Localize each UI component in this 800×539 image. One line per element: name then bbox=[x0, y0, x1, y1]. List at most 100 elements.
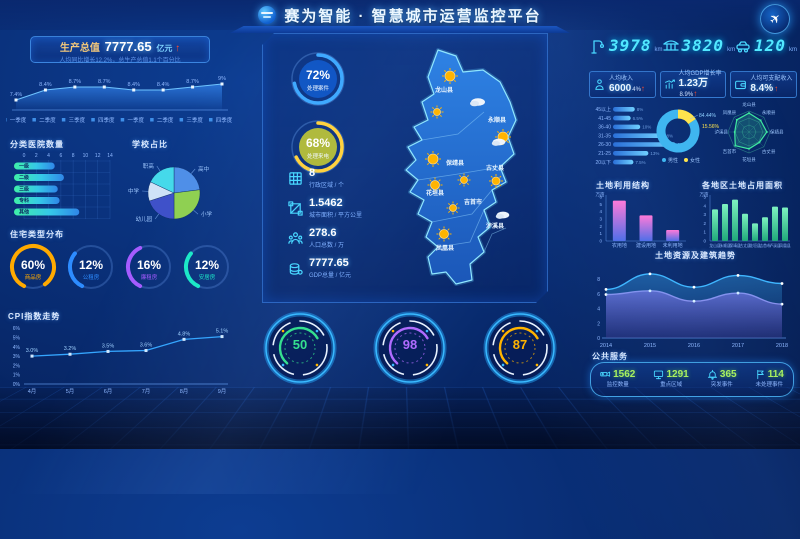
svg-text:7.4%: 7.4% bbox=[10, 92, 23, 98]
svg-text:4: 4 bbox=[703, 203, 706, 208]
svg-text:花垣县: 花垣县 bbox=[426, 189, 444, 197]
svg-text:41-45: 41-45 bbox=[598, 116, 611, 122]
svg-text:8.7%: 8.7% bbox=[69, 79, 82, 85]
svg-text:龙山县: 龙山县 bbox=[435, 86, 453, 94]
svg-text:3: 3 bbox=[599, 217, 602, 222]
page-title: 赛为智能 · 智慧城市运营监控平台 bbox=[284, 5, 541, 26]
svg-text:8: 8 bbox=[72, 153, 75, 159]
metric-unit: km bbox=[789, 47, 797, 53]
svg-text:吉首市: 吉首市 bbox=[723, 148, 737, 155]
service-value: 1291 bbox=[666, 370, 688, 379]
svg-text:12%: 12% bbox=[79, 258, 103, 272]
svg-text:12%: 12% bbox=[195, 258, 219, 272]
svg-text:二季度: 二季度 bbox=[157, 116, 174, 124]
svg-text:三季度: 三季度 bbox=[186, 116, 203, 124]
svg-text:4: 4 bbox=[599, 209, 602, 214]
cases-gauge: 72%处理案件 bbox=[289, 50, 347, 108]
cpi-line-chart: 0%1%2%3%4%5%6%3.0%4月3.2%5月3.5%6月3.6%7月4.… bbox=[2, 320, 234, 400]
housing-ring: 12%公租房 bbox=[64, 238, 118, 300]
svg-text:26-30: 26-30 bbox=[598, 142, 611, 148]
service-label: 未处理事件 bbox=[756, 381, 784, 390]
svg-text:3%: 3% bbox=[13, 354, 21, 360]
logo-icon bbox=[258, 6, 276, 24]
svg-text:8.7%: 8.7% bbox=[98, 79, 111, 85]
svg-text:商品房: 商品房 bbox=[25, 273, 42, 281]
population-icon bbox=[288, 231, 303, 246]
gdp-subtitle: 人均同比增长12.2%，总生产总值1.1个百分比 bbox=[31, 55, 209, 64]
stat-label: GDP总量 / 亿元 bbox=[309, 270, 351, 279]
gdp-trend-chart: 7.4%8.4%8.7%8.7%8.4%8.4%8.7%9%一季度二季度三季度四… bbox=[6, 66, 234, 128]
svg-text:女性: 女性 bbox=[690, 157, 700, 164]
svg-text:5: 5 bbox=[599, 202, 602, 207]
box-label: 人均GDP增长率 bbox=[679, 70, 723, 78]
svg-text:其他: 其他 bbox=[19, 209, 29, 216]
svg-text:9%: 9% bbox=[218, 76, 226, 82]
svg-text:小学: 小学 bbox=[201, 210, 213, 218]
svg-text:4.8%: 4.8% bbox=[178, 331, 191, 337]
alarm-icon bbox=[707, 369, 718, 380]
metric-unit: km bbox=[655, 47, 663, 53]
service-label: 突发事件 bbox=[711, 381, 733, 390]
svg-text:专科: 专科 bbox=[19, 197, 29, 204]
svg-text:2%: 2% bbox=[13, 363, 21, 369]
svg-text:三季度: 三季度 bbox=[69, 116, 86, 124]
screen-icon bbox=[653, 369, 664, 380]
svg-text:2015: 2015 bbox=[644, 343, 656, 349]
box-value: 1.23万 bbox=[679, 78, 708, 89]
svg-text:8.4%: 8.4% bbox=[127, 82, 140, 88]
box-label: 人均收入 bbox=[609, 75, 645, 83]
svg-text:吉首市: 吉首市 bbox=[464, 198, 482, 206]
up-arrow-icon: ↑ bbox=[175, 43, 180, 54]
svg-text:0: 0 bbox=[23, 153, 26, 159]
svg-text:农用地: 农用地 bbox=[612, 242, 627, 249]
service-label: 监控数量 bbox=[607, 381, 629, 390]
sun-icon bbox=[447, 202, 460, 215]
svg-text:10: 10 bbox=[83, 153, 89, 159]
svg-text:职高: 职高 bbox=[143, 162, 155, 170]
svg-text:4: 4 bbox=[597, 307, 600, 313]
area-icon bbox=[288, 201, 303, 216]
stat-label: 人口总数 / 万 bbox=[309, 240, 344, 249]
svg-text:凤凰县: 凤凰县 bbox=[779, 243, 791, 248]
svg-text:7月: 7月 bbox=[142, 388, 151, 395]
svg-text:一季度: 一季度 bbox=[127, 116, 144, 124]
svg-text:古丈县: 古丈县 bbox=[486, 164, 504, 172]
svg-text:2: 2 bbox=[599, 224, 602, 229]
svg-text:6%: 6% bbox=[13, 326, 21, 332]
header-decoration bbox=[230, 26, 570, 33]
gdp-coins-icon bbox=[288, 261, 303, 276]
car-icon bbox=[735, 38, 751, 54]
gdp-unit: 亿元 bbox=[156, 44, 172, 53]
svg-text:高中: 高中 bbox=[198, 165, 209, 173]
helicopter-icon[interactable]: ✈ bbox=[760, 4, 790, 34]
svg-text:16%: 16% bbox=[137, 258, 161, 272]
svg-text:四季度: 四季度 bbox=[98, 116, 115, 124]
svg-text:72%: 72% bbox=[306, 68, 330, 82]
svg-text:21-25: 21-25 bbox=[598, 151, 611, 157]
svg-text:处理来电: 处理来电 bbox=[307, 152, 330, 160]
stat-value: 7777.65 bbox=[309, 258, 351, 269]
box-delta: 8.9% bbox=[680, 92, 694, 98]
land-use-bar-chart: 万亩0123456农用地建设用地未利用地 bbox=[590, 189, 688, 252]
svg-text:31-35: 31-35 bbox=[598, 133, 611, 139]
box-value: 6000 bbox=[609, 83, 631, 94]
svg-text:建设用地: 建设用地 bbox=[636, 242, 656, 249]
svg-text:3.6%: 3.6% bbox=[140, 343, 153, 349]
svg-text:幼儿园: 幼儿园 bbox=[136, 215, 153, 223]
metric-value: 3978 bbox=[609, 36, 652, 55]
bridge-icon bbox=[663, 38, 679, 54]
svg-text:古丈县: 古丈县 bbox=[762, 148, 776, 155]
